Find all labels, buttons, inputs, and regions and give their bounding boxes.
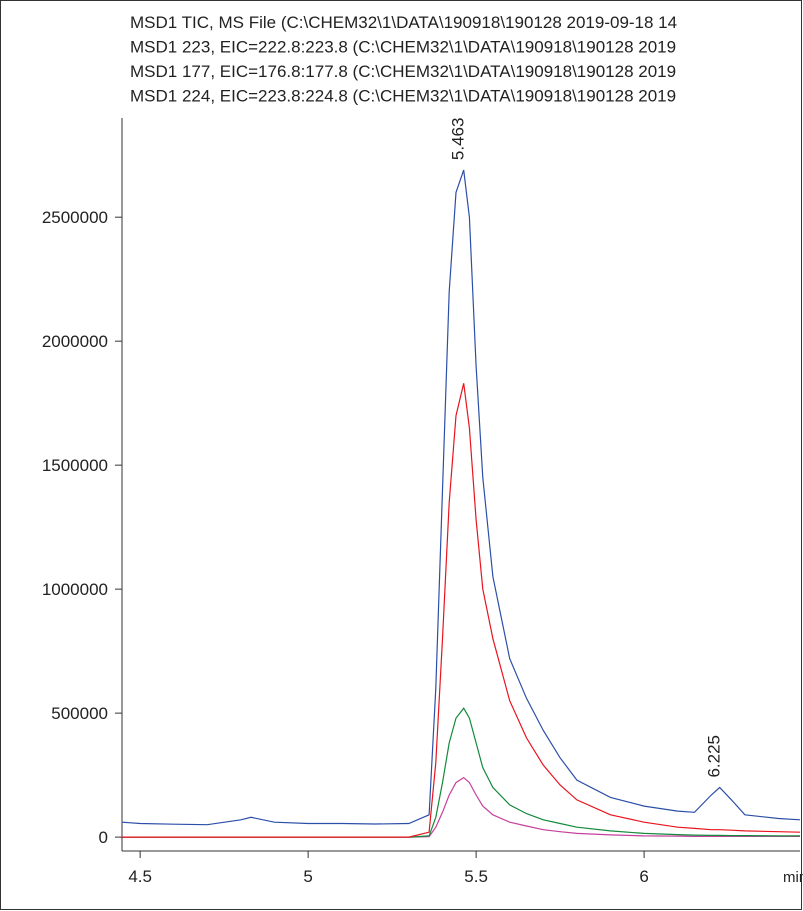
x-tick-label: 5.5 [464, 867, 488, 886]
y-tick-label: 500000 [51, 704, 108, 723]
x-tick-label: 4.5 [128, 867, 152, 886]
series-line [122, 383, 801, 838]
legend-entry: MSD1 224, EIC=223.8:224.8 (C:\CHEM32\1\D… [130, 87, 676, 106]
x-tick-label: 6 [639, 867, 648, 886]
y-tick-label: 1500000 [42, 456, 108, 475]
series-line [122, 707, 800, 838]
legend-entry: MSD1 177, EIC=176.8:177.8 (C:\CHEM32\1\D… [130, 62, 676, 81]
peak-label: 5.463 [449, 118, 468, 161]
legend-entry: MSD1 TIC, MS File (C:\CHEM32\1\DATA\1909… [130, 13, 677, 32]
legend-entry: MSD1 223, EIC=222.8:223.8 (C:\CHEM32\1\D… [130, 38, 676, 57]
y-tick-label: 0 [99, 828, 108, 847]
y-tick-label: 2000000 [42, 332, 108, 351]
series-line [121, 169, 801, 826]
peak-label: 6.225 [705, 735, 724, 778]
x-axis-label: min [783, 869, 803, 886]
x-tick-label: 5 [303, 867, 312, 886]
y-tick-label: 2500000 [42, 208, 108, 227]
y-tick-label: 1000000 [42, 580, 108, 599]
